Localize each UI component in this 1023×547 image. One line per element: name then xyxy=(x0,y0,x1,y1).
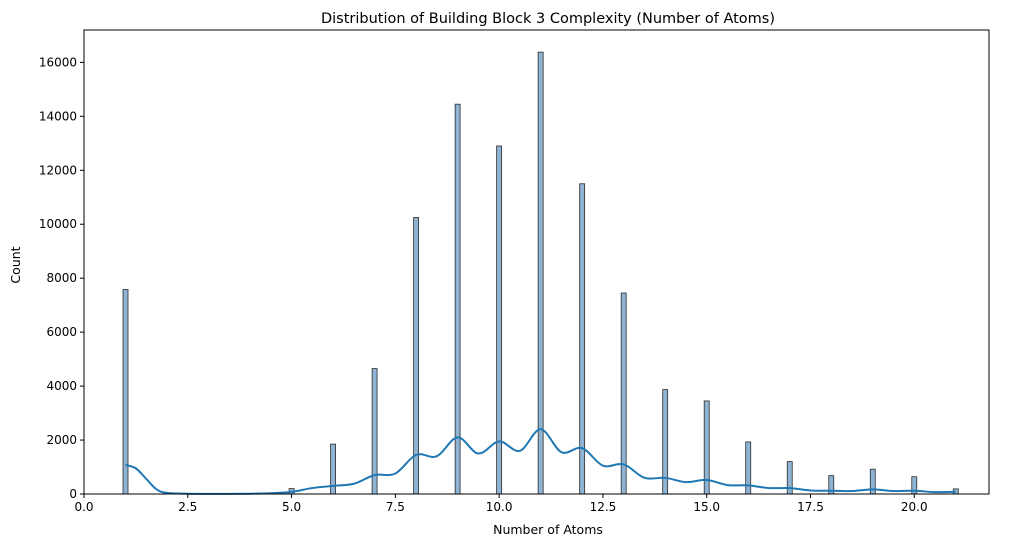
x-tick-label: 2.5 xyxy=(178,500,197,514)
x-tick-label: 10.0 xyxy=(486,500,513,514)
y-tick-label: 4000 xyxy=(46,379,77,393)
y-tick-label: 16000 xyxy=(39,55,77,69)
y-tick-label: 6000 xyxy=(46,325,77,339)
x-tick-label: 12.5 xyxy=(590,500,617,514)
histogram-bars xyxy=(122,51,959,495)
x-tick-label: 17.5 xyxy=(797,500,824,514)
y-tick-label: 14000 xyxy=(39,109,77,123)
histogram-bar xyxy=(122,289,129,495)
y-tick-label: 2000 xyxy=(46,433,77,447)
y-tick-label: 8000 xyxy=(46,271,77,285)
axes: 0.0 2.5 5.0 7.5 10.0 12.5 15.0 17.5 20.0 0 2000 400… xyxy=(39,29,990,514)
y-tick-label: 10000 xyxy=(39,217,77,231)
plot-frame xyxy=(83,29,990,495)
histogram-bar xyxy=(454,103,461,495)
y-tick-label: 0 xyxy=(69,487,77,501)
y-axis-label: Count xyxy=(8,246,23,283)
x-axis-label: Number of Atoms xyxy=(493,522,603,537)
x-tick-label: 7.5 xyxy=(386,500,405,514)
histogram-bar xyxy=(537,51,544,495)
x-tick-label: 15.0 xyxy=(693,500,720,514)
x-tick-label: 5.0 xyxy=(282,500,301,514)
histogram-bar xyxy=(413,217,420,495)
x-tick-label: 20.0 xyxy=(901,500,928,514)
x-tick-label: 0.0 xyxy=(74,500,93,514)
y-tick-label: 12000 xyxy=(39,163,77,177)
chart-title: Distribution of Building Block 3 Complex… xyxy=(321,11,775,27)
